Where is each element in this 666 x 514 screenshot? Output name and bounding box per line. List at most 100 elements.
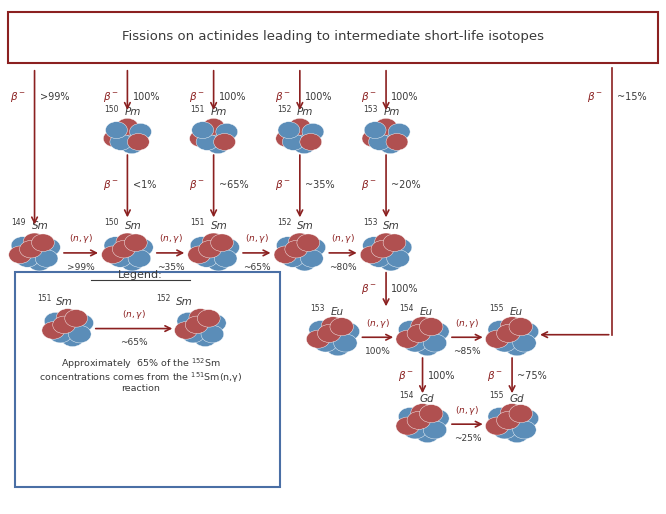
Text: 153: 153 [363, 105, 378, 114]
Circle shape [71, 314, 93, 332]
Circle shape [202, 128, 224, 145]
Circle shape [486, 330, 509, 348]
Circle shape [407, 411, 430, 429]
Text: Eu: Eu [420, 307, 433, 317]
Circle shape [276, 237, 299, 254]
Text: ~15%: ~15% [617, 93, 647, 102]
Text: $\beta^-$: $\beta^-$ [362, 90, 378, 104]
Circle shape [372, 125, 394, 142]
Text: 155: 155 [489, 304, 503, 313]
Circle shape [423, 421, 447, 439]
Circle shape [509, 405, 533, 423]
Circle shape [386, 134, 408, 151]
Circle shape [293, 137, 315, 154]
Circle shape [297, 234, 320, 251]
Circle shape [278, 122, 300, 139]
Circle shape [53, 316, 75, 334]
Circle shape [500, 403, 523, 421]
Circle shape [360, 246, 383, 264]
Circle shape [103, 130, 125, 147]
Text: 152: 152 [277, 218, 291, 227]
Text: >99%: >99% [67, 263, 95, 272]
Text: 100%: 100% [219, 93, 246, 102]
Circle shape [303, 238, 326, 256]
Text: Sm: Sm [176, 297, 192, 306]
Text: 100%: 100% [392, 93, 419, 102]
Circle shape [334, 334, 357, 352]
Text: Legend:: Legend: [119, 270, 163, 280]
Text: 153: 153 [363, 218, 378, 227]
Text: Approximately  65% of the $^{152}$Sm: Approximately 65% of the $^{152}$Sm [61, 357, 220, 371]
Circle shape [65, 309, 87, 327]
Circle shape [16, 250, 39, 267]
Circle shape [190, 130, 211, 147]
Text: 154: 154 [400, 304, 414, 313]
Circle shape [398, 321, 422, 339]
Circle shape [281, 250, 304, 267]
Circle shape [326, 338, 350, 356]
Text: $(n,\gamma)$: $(n,\gamma)$ [69, 232, 93, 245]
Circle shape [513, 421, 536, 439]
Circle shape [128, 250, 151, 267]
Circle shape [57, 320, 79, 337]
Circle shape [207, 253, 230, 271]
Text: Eu: Eu [330, 307, 344, 317]
Circle shape [116, 244, 139, 262]
Text: Pm: Pm [384, 107, 400, 117]
Circle shape [201, 325, 224, 343]
Circle shape [197, 309, 220, 327]
Circle shape [23, 244, 46, 262]
Circle shape [214, 134, 236, 151]
Text: $\beta^-$: $\beta^-$ [362, 282, 378, 296]
Circle shape [336, 322, 360, 341]
Circle shape [9, 246, 31, 264]
Circle shape [189, 309, 212, 326]
Text: Sm: Sm [297, 221, 314, 231]
Text: 100%: 100% [365, 347, 391, 357]
Text: ~20%: ~20% [392, 180, 421, 190]
Circle shape [411, 403, 434, 421]
Circle shape [426, 409, 449, 428]
Circle shape [196, 134, 218, 151]
Circle shape [37, 238, 61, 256]
Circle shape [117, 128, 139, 145]
Circle shape [121, 137, 143, 154]
Circle shape [363, 237, 386, 254]
Text: Sm: Sm [125, 221, 141, 231]
Circle shape [493, 421, 516, 439]
Bar [8, 12, 658, 63]
Circle shape [404, 421, 427, 439]
Text: $\beta^-$: $\beta^-$ [10, 90, 26, 104]
Circle shape [11, 237, 34, 254]
Text: $(n,\gamma)$: $(n,\gamma)$ [122, 308, 146, 321]
Circle shape [513, 334, 536, 352]
Circle shape [515, 322, 539, 341]
Circle shape [306, 330, 330, 348]
Text: ~85%: ~85% [454, 347, 481, 357]
Circle shape [416, 338, 439, 356]
Circle shape [505, 425, 529, 443]
Circle shape [500, 317, 523, 335]
Circle shape [416, 425, 439, 443]
Circle shape [383, 234, 406, 251]
Text: Sm: Sm [384, 221, 400, 231]
Text: 152: 152 [156, 294, 170, 303]
Circle shape [109, 250, 132, 267]
Text: $\beta^-$: $\beta^-$ [275, 90, 291, 104]
Circle shape [375, 128, 397, 145]
Text: ~35%: ~35% [305, 180, 335, 190]
Text: Gd: Gd [420, 394, 434, 403]
Text: $(n,\gamma)$: $(n,\gamma)$ [456, 403, 480, 416]
Text: ~65%: ~65% [243, 263, 270, 272]
Circle shape [202, 118, 224, 135]
Text: $(n,\gamma)$: $(n,\gamma)$ [159, 232, 182, 245]
Text: $\beta^-$: $\beta^-$ [189, 90, 205, 104]
Circle shape [31, 234, 55, 251]
Circle shape [426, 322, 449, 341]
Circle shape [194, 329, 216, 346]
Circle shape [375, 244, 398, 262]
Circle shape [364, 122, 386, 139]
Circle shape [116, 233, 139, 250]
Text: Pm: Pm [297, 107, 314, 117]
Circle shape [207, 137, 229, 154]
